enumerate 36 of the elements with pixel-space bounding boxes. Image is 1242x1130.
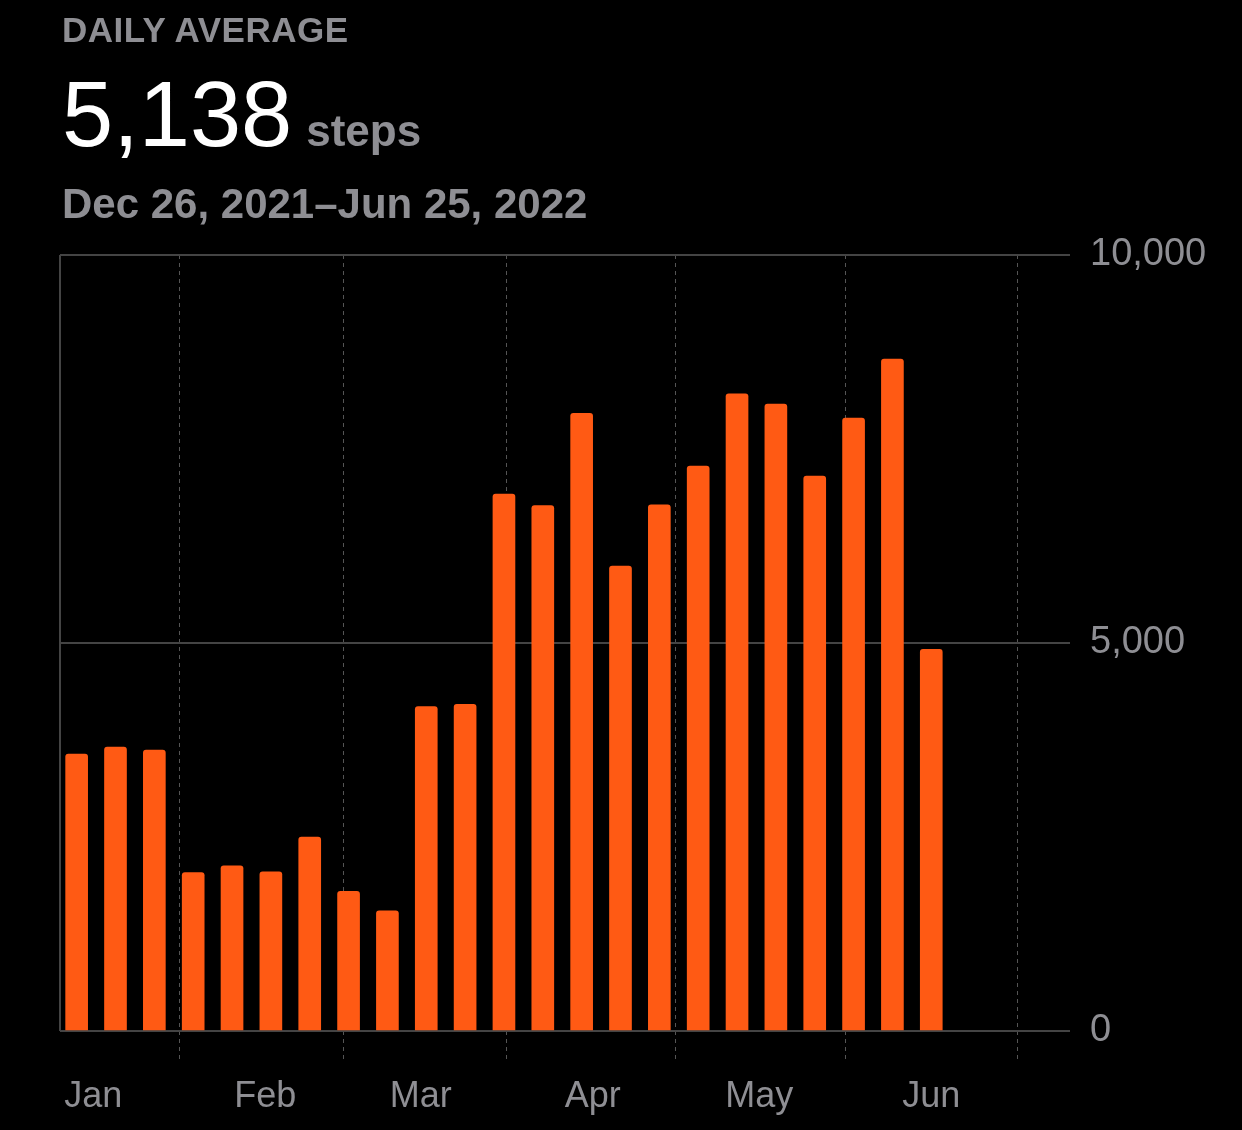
chart-subtitle: Dec 26, 2021–Jun 25, 2022: [62, 180, 588, 228]
bar: [842, 417, 865, 1031]
x-tick-label: Jun: [902, 1073, 961, 1115]
chart-title: DAILY AVERAGE: [62, 10, 349, 50]
bar: [919, 648, 943, 1031]
x-tick-label: Jan: [64, 1073, 123, 1115]
bar: [181, 872, 205, 1031]
x-tick-label: Feb: [234, 1073, 297, 1115]
bar: [803, 475, 827, 1031]
x-tick-label: Mar: [389, 1073, 452, 1115]
x-tick-label: May: [725, 1073, 794, 1115]
bar: [337, 890, 360, 1031]
bar: [453, 703, 477, 1031]
bar: [725, 393, 749, 1031]
bar: [65, 753, 88, 1031]
y-tick-label: 0: [1090, 1007, 1112, 1050]
bar: [259, 871, 283, 1031]
bar: [531, 505, 555, 1031]
bar: [298, 836, 322, 1031]
bar: [143, 749, 166, 1031]
bar: [104, 746, 127, 1031]
y-tick-label: 10,000: [1090, 231, 1207, 274]
bar: [414, 706, 438, 1031]
x-tick-label: Apr: [564, 1073, 621, 1115]
bar: [220, 865, 244, 1031]
bar: [686, 465, 710, 1031]
bar: [648, 504, 671, 1031]
bar: [376, 910, 399, 1031]
bar: [764, 403, 788, 1031]
y-tick-label: 5,000: [1090, 619, 1186, 662]
bar: [881, 358, 904, 1031]
text: 5,138: [62, 63, 293, 165]
bar: [609, 565, 632, 1031]
bar: [492, 493, 516, 1031]
bar: [570, 412, 593, 1031]
text: steps: [306, 106, 422, 155]
